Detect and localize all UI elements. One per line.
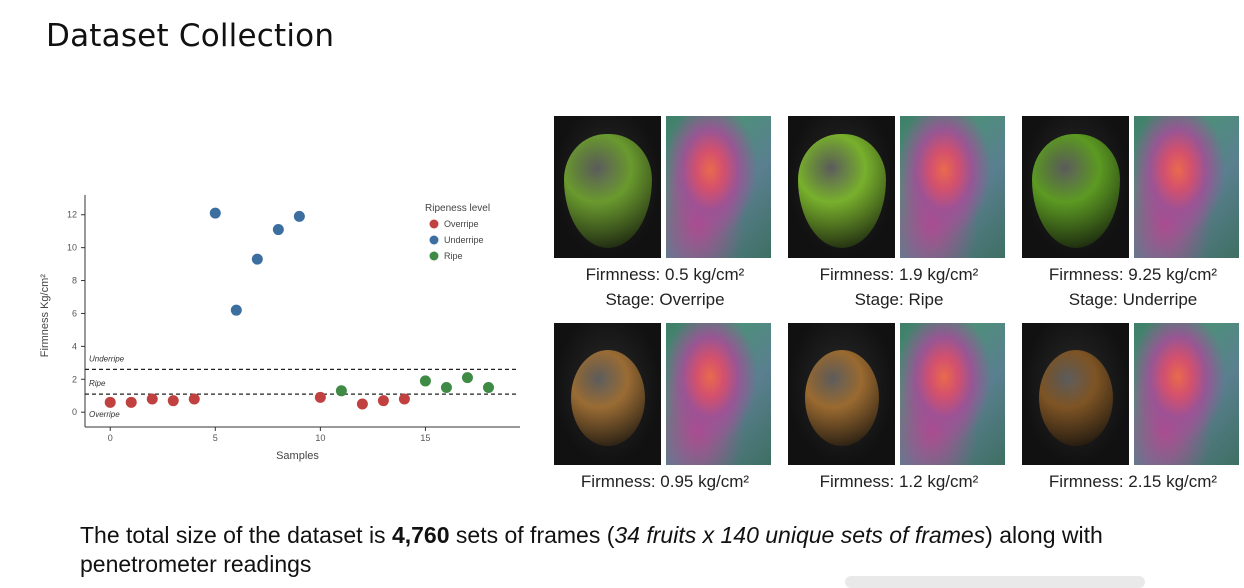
x-tick-label: 0 bbox=[108, 433, 113, 443]
page-title: Dataset Collection bbox=[46, 18, 335, 54]
y-tick-label: 2 bbox=[72, 374, 77, 384]
hyperspectral-image bbox=[1134, 116, 1239, 258]
fruit-photo bbox=[788, 323, 895, 465]
fruit-caption: Firmness: 1.9 kg/cm² Stage: Ripe bbox=[782, 262, 1016, 312]
firmness-label: Firmness: 0.5 kg/cm² bbox=[585, 265, 745, 284]
data-point bbox=[440, 382, 452, 394]
data-point bbox=[314, 391, 326, 403]
dataset-summary: The total size of the dataset is 4,760 s… bbox=[80, 521, 1230, 579]
firmness-label: Firmness: 1.2 kg/cm² bbox=[819, 472, 979, 491]
summary-total: 4,760 bbox=[391, 522, 450, 548]
kiwi-fruit bbox=[1038, 350, 1113, 446]
data-point bbox=[293, 210, 305, 222]
x-tick-label: 10 bbox=[315, 433, 325, 443]
hyperspectral-image bbox=[666, 323, 771, 465]
hyperspectral-image bbox=[1134, 323, 1239, 465]
legend-label: Overripe bbox=[444, 219, 479, 229]
data-point bbox=[356, 398, 368, 410]
fruit-photo bbox=[554, 116, 661, 258]
data-point bbox=[230, 304, 242, 316]
fruit-photo bbox=[788, 116, 895, 258]
data-point bbox=[188, 393, 200, 405]
x-tick-label: 5 bbox=[213, 433, 218, 443]
legend-title: Ripeness level bbox=[425, 203, 490, 214]
fruit-caption: Firmness: 1.2 kg/cm² bbox=[782, 469, 1016, 494]
fruit-photo bbox=[1022, 116, 1129, 258]
data-point bbox=[377, 395, 389, 407]
firmness-label: Firmness: 0.95 kg/cm² bbox=[580, 472, 750, 491]
stage-label: Stage: Overripe bbox=[605, 290, 725, 309]
y-axis-label: Firmness Kg/cm² bbox=[39, 274, 51, 357]
y-tick-label: 12 bbox=[67, 210, 77, 220]
summary-end: ) along with penetrometer readings bbox=[80, 522, 1103, 577]
summary-intro: The total size of the dataset is bbox=[80, 522, 392, 548]
region-label-overripe: Overripe bbox=[89, 410, 120, 419]
avocado-fruit bbox=[563, 134, 652, 248]
y-tick-label: 0 bbox=[72, 407, 77, 417]
legend-label: Ripe bbox=[444, 251, 463, 261]
hyperspectral-image bbox=[900, 116, 1005, 258]
fruit-photo bbox=[1022, 323, 1129, 465]
threshold-label: Ripe bbox=[89, 379, 106, 388]
data-point bbox=[335, 385, 347, 397]
firmness-scatter-chart: 0 2 4 6 8 10 12 0 5 10 15 Samples Firmness Kg/cm² Und… bbox=[39, 195, 520, 462]
y-tick-label: 6 bbox=[72, 308, 77, 318]
legend-label: Underripe bbox=[444, 235, 484, 245]
data-point bbox=[482, 382, 494, 394]
data-point bbox=[398, 393, 410, 405]
fruit-caption: Firmness: 0.95 kg/cm² bbox=[548, 469, 782, 494]
y-tick-label: 8 bbox=[72, 276, 77, 286]
data-point bbox=[461, 372, 473, 384]
fruit-caption: Firmness: 9.25 kg/cm² Stage: Underripe bbox=[1016, 262, 1244, 312]
kiwi-fruit bbox=[804, 350, 879, 446]
hyperspectral-image bbox=[666, 116, 771, 258]
data-point bbox=[272, 224, 284, 236]
data-point bbox=[104, 396, 116, 408]
fruit-caption: Firmness: 0.5 kg/cm² Stage: Overripe bbox=[548, 262, 782, 312]
data-point bbox=[209, 207, 221, 219]
hyperspectral-image bbox=[900, 323, 1005, 465]
firmness-label: Firmness: 9.25 kg/cm² bbox=[1048, 265, 1218, 284]
data-point bbox=[125, 396, 137, 408]
data-point bbox=[146, 393, 158, 405]
y-tick-label: 10 bbox=[67, 243, 77, 253]
firmness-label: Firmness: 2.15 kg/cm² bbox=[1048, 472, 1218, 491]
summary-detail: 34 fruits x 140 unique sets of frames bbox=[614, 522, 986, 548]
avocado-fruit bbox=[1031, 134, 1120, 248]
stage-label: Stage: Underripe bbox=[1068, 290, 1198, 309]
fruit-photo bbox=[554, 323, 661, 465]
legend-marker bbox=[429, 219, 439, 229]
legend-marker bbox=[429, 235, 439, 245]
x-tick-label: 15 bbox=[420, 433, 430, 443]
y-tick-label: 4 bbox=[72, 341, 77, 351]
summary-middle: sets of frames ( bbox=[449, 522, 615, 548]
faded-footer-text bbox=[845, 576, 1145, 588]
kiwi-fruit bbox=[570, 350, 645, 446]
fruit-caption: Firmness: 2.15 kg/cm² bbox=[1016, 469, 1244, 494]
stage-label: Stage: Ripe bbox=[854, 290, 944, 309]
x-axis-label: Samples bbox=[276, 450, 319, 462]
firmness-label: Firmness: 1.9 kg/cm² bbox=[819, 265, 979, 284]
avocado-fruit bbox=[797, 134, 886, 248]
data-point bbox=[167, 395, 179, 407]
threshold-label: Underripe bbox=[89, 354, 125, 363]
data-point bbox=[251, 253, 263, 265]
legend-marker bbox=[429, 251, 439, 261]
data-point bbox=[419, 375, 431, 387]
